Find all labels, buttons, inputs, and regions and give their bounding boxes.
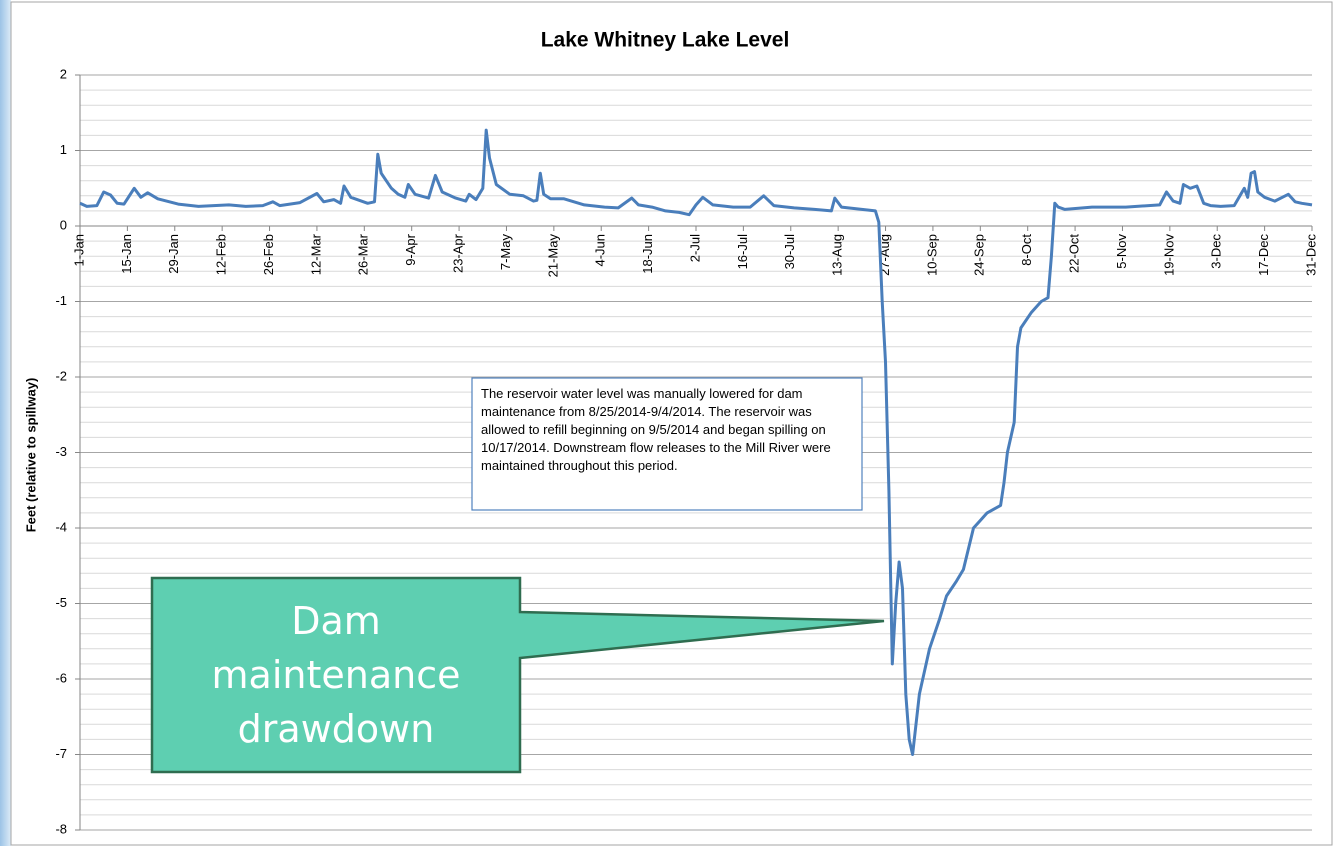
- y-tick-label: -5: [55, 595, 67, 610]
- y-tick-label: -2: [55, 368, 67, 383]
- x-tick-label: 21-May: [545, 234, 560, 278]
- x-tick-label: 12-Feb: [214, 234, 229, 275]
- y-tick-label: -3: [55, 444, 67, 459]
- callout-shape: [150, 576, 885, 774]
- x-tick-label: 17-Dec: [1256, 234, 1271, 276]
- x-tick-label: 16-Jul: [735, 234, 750, 270]
- line-series: [79, 128, 1313, 756]
- y-tick-label: -4: [55, 519, 67, 534]
- y-axis-label: Feet (relative to spillway): [23, 378, 38, 533]
- x-tick-label: 13-Aug: [830, 234, 845, 276]
- x-tick-label: 22-Oct: [1067, 234, 1082, 273]
- x-tick-label: 9-Apr: [403, 233, 418, 265]
- x-tick-label: 12-Mar: [308, 233, 323, 275]
- x-tick-label: 19-Nov: [1161, 234, 1176, 276]
- callout-text: Dam maintenance drawdown: [211, 599, 461, 751]
- x-tick-label: 10-Sep: [924, 234, 939, 276]
- y-tick-label: 0: [60, 217, 67, 232]
- x-tick-label: 29-Jan: [166, 234, 181, 274]
- annotation-text: The reservoir water level was manually l…: [481, 386, 831, 473]
- x-tick-label: 1-Jan: [71, 234, 86, 267]
- x-tick-label: 2-Jul: [687, 234, 702, 262]
- y-tick-label: 1: [60, 142, 67, 157]
- y-tick-label: 2: [60, 66, 67, 81]
- x-tick-label: 24-Sep: [972, 234, 987, 276]
- left-edge: [0, 0, 11, 846]
- y-tick-label: -8: [55, 821, 67, 836]
- x-tick-label: 7-May: [498, 234, 513, 271]
- x-tick-label: 5-Nov: [1114, 234, 1129, 269]
- x-tick-label: 31-Dec: [1303, 234, 1318, 276]
- y-tick-label: -6: [55, 670, 67, 685]
- x-tick-label: 26-Mar: [356, 233, 371, 275]
- plot: [79, 128, 1313, 756]
- x-tick-label: 15-Jan: [119, 234, 134, 274]
- x-tick-label: 26-Feb: [261, 234, 276, 275]
- x-tick-label: 3-Dec: [1209, 234, 1224, 269]
- y-tick-label: -1: [55, 293, 67, 308]
- x-tick-label: 8-Oct: [1019, 234, 1034, 266]
- annotation-box: [471, 377, 863, 511]
- chart-title: Lake Whitney Lake Level: [541, 29, 790, 52]
- x-tick-label: 30-Jul: [782, 234, 797, 270]
- y-tick-label: -7: [55, 746, 67, 761]
- x-tick-label: 23-Apr: [451, 233, 466, 273]
- x-tick-label: 18-Jun: [640, 234, 655, 274]
- x-tick-label: 4-Jun: [593, 234, 608, 267]
